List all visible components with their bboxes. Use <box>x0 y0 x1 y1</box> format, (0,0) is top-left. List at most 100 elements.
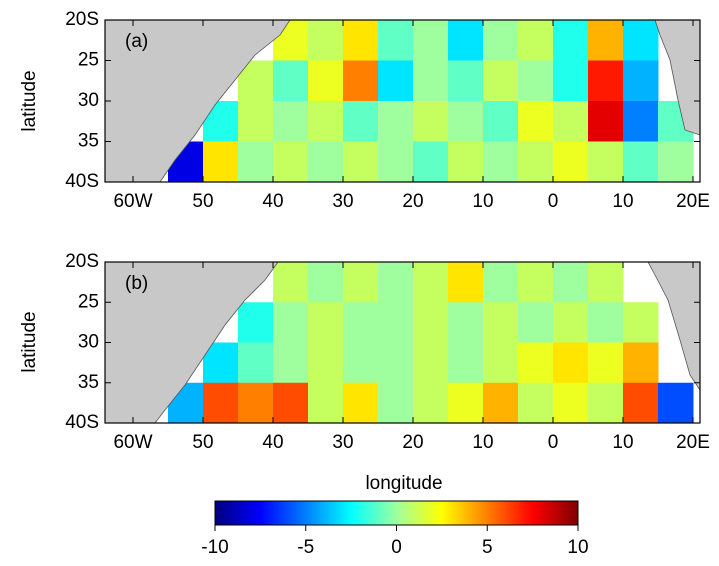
heatmap-cell <box>203 382 239 423</box>
heatmap-cell <box>343 20 379 61</box>
x-tick-label: 10 <box>472 432 493 453</box>
heatmap-cell <box>588 141 624 182</box>
y-tick-label: 25 <box>78 291 99 312</box>
heatmap-cell <box>203 141 239 182</box>
panel-label: (b) <box>125 273 148 294</box>
heatmap-cell <box>623 60 659 102</box>
heatmap-cell <box>413 101 449 142</box>
heatmap-cell <box>448 302 484 343</box>
heatmap-cell <box>273 342 309 384</box>
heatmap-cell <box>378 342 414 384</box>
heatmap-cell <box>378 20 414 61</box>
heatmap-cell <box>623 382 659 423</box>
x-tick-label: 60W <box>113 191 152 212</box>
heatmap-cell <box>308 262 344 303</box>
heatmap-cell <box>483 141 519 182</box>
heatmap-cell <box>343 342 379 384</box>
heatmap-cell <box>378 60 414 102</box>
heatmap-cell <box>448 382 484 423</box>
heatmap-cell <box>518 60 554 102</box>
x-tick-label: 0 <box>548 191 559 212</box>
heatmap-cell <box>448 141 484 182</box>
heatmap-cell <box>588 342 624 384</box>
heatmap-cell <box>343 60 379 102</box>
x-tick-label: 20E <box>676 191 710 212</box>
panel-label: (a) <box>125 31 148 52</box>
heatmap-cell <box>273 382 309 423</box>
heatmap-cell <box>553 262 589 303</box>
heatmap-cell <box>308 101 344 142</box>
heatmap-cell <box>588 302 624 343</box>
heatmap-cell <box>448 60 484 102</box>
heatmap-cell <box>518 302 554 343</box>
heatmap-cell <box>483 382 519 423</box>
heatmap-cell <box>308 20 344 61</box>
heatmap-cell <box>343 101 379 142</box>
heatmap-cell <box>448 20 484 61</box>
heatmap-cell <box>623 141 659 182</box>
y-tick-label: 25 <box>78 50 99 71</box>
x-tick-label: 30 <box>332 432 353 453</box>
heatmap-cell <box>238 141 274 182</box>
heatmap-cell <box>273 60 309 102</box>
heatmap-cells <box>168 20 694 182</box>
heatmap-cell <box>623 342 659 384</box>
y-tick-label: 30 <box>78 332 99 353</box>
heatmap-cell <box>378 262 414 303</box>
heatmap-cell <box>623 101 659 142</box>
heatmap-cell <box>273 141 309 182</box>
heatmap-cell <box>413 342 449 384</box>
heatmap-cell <box>518 141 554 182</box>
x-tick-label: 10 <box>472 191 493 212</box>
heatmap-cell <box>483 60 519 102</box>
heatmap-cell <box>518 342 554 384</box>
x-tick-label: 30 <box>332 191 353 212</box>
heatmap-cell <box>483 342 519 384</box>
heatmap-cell <box>343 382 379 423</box>
y-tick-label: 20S <box>65 251 99 272</box>
heatmap-cell <box>518 262 554 303</box>
y-tick-label: 35 <box>78 131 99 152</box>
heatmap-cell <box>623 20 659 61</box>
heatmap-cell <box>553 302 589 343</box>
y-tick-label: 20S <box>65 9 99 30</box>
heatmap-cell <box>553 342 589 384</box>
y-axis-label: latitude <box>19 311 40 372</box>
heatmap-cell <box>588 60 624 102</box>
heatmap-cells <box>168 262 694 423</box>
heatmap-cell <box>413 20 449 61</box>
heatmap-cell <box>658 382 694 423</box>
y-tick-label: 40S <box>65 412 99 433</box>
heatmap-cell <box>308 141 344 182</box>
heatmap-cell <box>273 262 309 303</box>
x-tick-label: 20E <box>676 432 710 453</box>
heatmap-cell <box>483 101 519 142</box>
heatmap-cell <box>378 141 414 182</box>
x-tick-label: 10 <box>612 191 633 212</box>
heatmap-cell <box>448 101 484 142</box>
heatmap-cell <box>238 382 274 423</box>
x-axis-label: longitude <box>365 473 442 494</box>
heatmap-cell <box>413 302 449 343</box>
heatmap-cell <box>413 382 449 423</box>
x-tick-label: 40 <box>262 191 283 212</box>
heatmap-cell <box>588 101 624 142</box>
y-axis-label: latitude <box>19 70 40 131</box>
heatmap-cell <box>413 141 449 182</box>
heatmap-cell <box>273 101 309 142</box>
heatmap-cell <box>588 262 624 303</box>
x-tick-label: 0 <box>548 432 559 453</box>
x-tick-label: 40 <box>262 432 283 453</box>
y-tick-label: 40S <box>65 171 99 192</box>
heatmap-cell <box>623 302 659 343</box>
heatmap-cell <box>483 302 519 343</box>
heatmap-cell <box>378 302 414 343</box>
heatmap-cell <box>343 141 379 182</box>
heatmap-cell <box>553 141 589 182</box>
heatmap-cell <box>518 20 554 61</box>
heatmap-cell <box>238 101 274 142</box>
heatmap-cell <box>308 60 344 102</box>
heatmap-cell <box>518 101 554 142</box>
heatmap-cell <box>588 20 624 61</box>
heatmap-cell <box>658 141 694 182</box>
